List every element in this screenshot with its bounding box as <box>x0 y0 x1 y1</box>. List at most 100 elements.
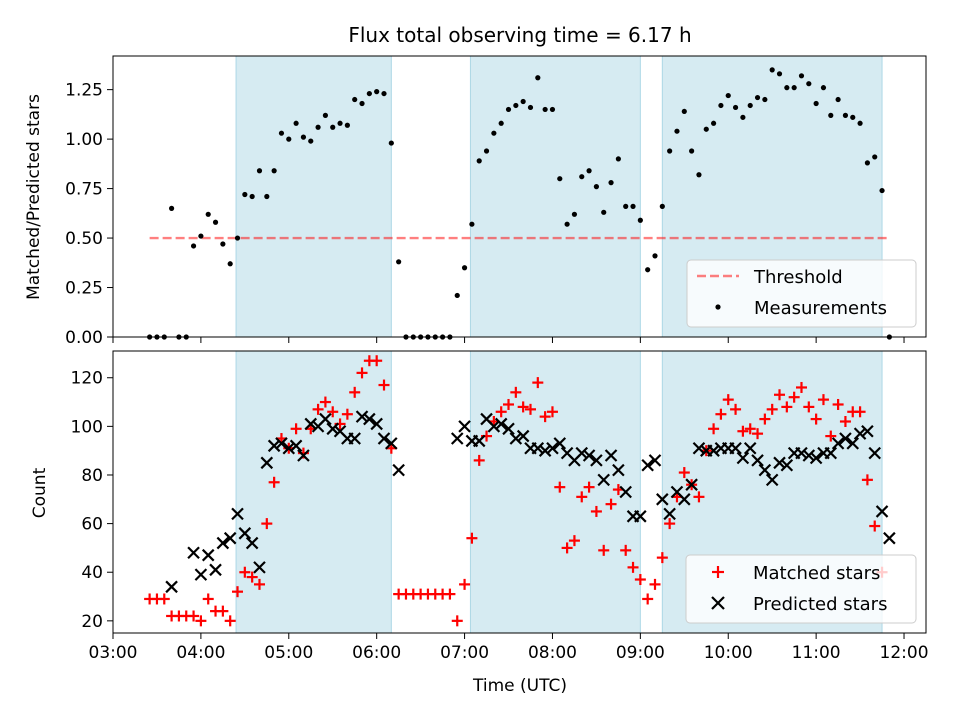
predicted-star-point <box>765 473 779 487</box>
measurement-point <box>659 203 665 209</box>
threshold-legend-label: Threshold <box>753 267 843 288</box>
matched-star-point <box>444 588 456 600</box>
matched-star-point <box>869 520 881 532</box>
measurement-point <box>271 168 277 174</box>
matched-star-point <box>649 578 661 590</box>
y-tick-label: 40 <box>81 563 103 583</box>
matched-star-point <box>319 396 331 408</box>
predicted-star-point <box>883 531 896 545</box>
measurement-point <box>835 96 841 103</box>
measurement-point <box>579 174 585 180</box>
matched-legend-swatch <box>712 566 724 578</box>
y-tick-label: 1.00 <box>65 130 103 150</box>
matched-star-point <box>473 454 485 466</box>
matched-star-point <box>759 413 771 425</box>
ratio-axes-frame <box>112 55 927 338</box>
predicted-star-point <box>861 424 874 438</box>
matched-star-point <box>620 544 632 556</box>
measurement-point <box>623 203 629 209</box>
measurement-point <box>242 191 248 198</box>
measurement-point <box>505 106 512 113</box>
matched-star-point <box>517 401 529 413</box>
predicted-star-point <box>216 536 230 550</box>
predicted-star-point <box>289 439 303 453</box>
matched-star-point <box>195 615 207 627</box>
matched-star-point <box>232 586 244 598</box>
matched-star-point <box>788 391 800 403</box>
count-y-axis-label: Count <box>30 467 50 518</box>
predicted-star-point <box>795 446 808 460</box>
predicted-star-point <box>392 463 405 477</box>
ratio-y-axis-label: Matched/Predicted stars <box>24 94 44 300</box>
measurement-point <box>798 73 805 79</box>
y-tick-label: 20 <box>81 612 103 632</box>
measurement-point <box>308 138 314 144</box>
measurement-point <box>381 90 387 97</box>
measurement-point <box>681 108 687 115</box>
measurement-point <box>593 184 600 190</box>
predicted-star-point <box>546 441 559 455</box>
predicted-star-point <box>348 432 361 445</box>
predicted-star-point <box>187 546 200 560</box>
predicted-star-point <box>685 478 698 491</box>
count-legend: Matched stars Predicted stars <box>685 554 917 624</box>
predicted-star-point <box>663 507 676 521</box>
matched-star-point <box>341 408 353 420</box>
x-tick-label: 07:00 <box>440 643 489 663</box>
measurement-point <box>813 100 819 107</box>
matched-star-point <box>576 491 588 503</box>
predicted-star-point <box>450 432 464 445</box>
predicted-star-point <box>502 422 515 436</box>
predicted-star-point <box>612 463 625 477</box>
predicted-star-point <box>773 456 786 470</box>
measurement-point <box>703 126 709 132</box>
predicted-star-point <box>802 449 816 462</box>
predicted-star-point <box>641 458 654 472</box>
measurement-point <box>256 168 263 174</box>
matched-star-point <box>803 401 815 413</box>
predicted-star-point <box>231 507 244 521</box>
predicted-star-point <box>260 456 274 470</box>
count-axes-frame <box>112 350 927 634</box>
ratio-legend-box <box>686 259 917 328</box>
measurement-point <box>732 104 739 111</box>
predicted-star-point <box>553 437 567 450</box>
predicted-star-point <box>831 437 845 450</box>
measurement-point <box>278 130 285 136</box>
matched-star-point <box>583 481 595 493</box>
matched-star-point <box>327 406 339 418</box>
measurement-point <box>454 292 460 299</box>
y-tick-label: 120 <box>71 369 103 389</box>
predicted-star-point <box>839 432 852 445</box>
matched-star-point <box>239 566 251 578</box>
measurement-point <box>205 211 211 217</box>
predicted-star-point <box>275 437 288 450</box>
matched-star-point <box>524 403 536 415</box>
measurement-point <box>769 67 775 73</box>
measurement-point <box>696 172 702 178</box>
predicted-star-point <box>531 441 545 455</box>
matched-star-point <box>495 406 507 418</box>
measurement-point <box>461 265 468 271</box>
predicted-star-point <box>516 429 530 443</box>
measurement-point <box>469 221 475 227</box>
ratio-panel: 0.00 0.25 0.50 0.75 1.00 1.25 Matched/Predict… <box>24 55 927 348</box>
measurement-point <box>564 221 570 227</box>
predicted-star-point <box>355 410 369 423</box>
predicted-star-point <box>692 441 706 455</box>
predicted-star-point <box>253 561 266 574</box>
measurement-point <box>762 96 768 103</box>
measurement-point <box>820 85 827 91</box>
measurement-point <box>776 71 783 77</box>
predicted-star-point <box>238 527 252 540</box>
predicted-star-point <box>809 451 823 465</box>
matched-star-point <box>202 593 214 605</box>
measurement-point <box>359 100 365 107</box>
matched-star-point <box>261 518 273 530</box>
observing-window-span <box>235 56 392 337</box>
predicted-star-point <box>619 485 632 499</box>
measurement-point <box>872 154 878 160</box>
count-panel: 20 40 60 80 100 120 03:00 04:00 05:00 06:00 07:00… <box>30 350 929 696</box>
measurement-point <box>264 193 270 200</box>
